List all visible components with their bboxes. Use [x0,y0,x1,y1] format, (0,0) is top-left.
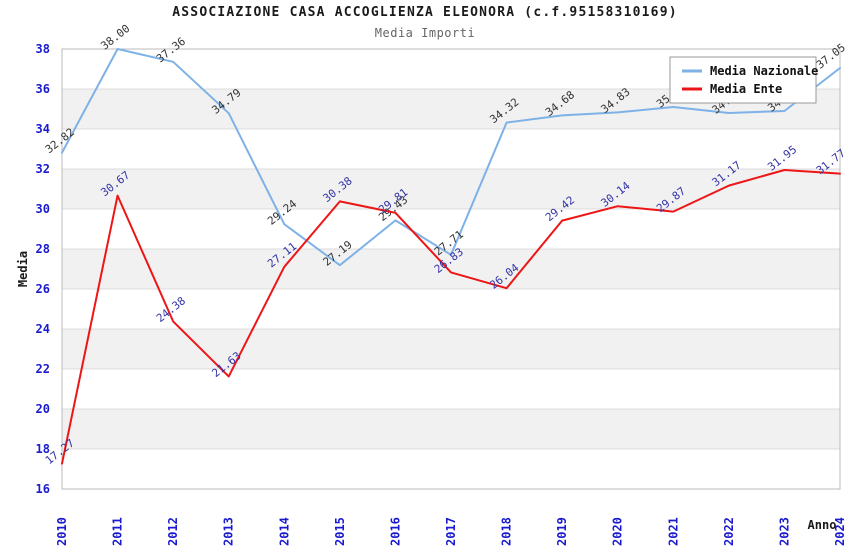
x-axis-title: Anno [808,518,837,532]
x-axis-tick: 2022 [722,517,736,546]
point-label: 37.05 [814,41,848,72]
y-axis-tick: 18 [36,442,50,456]
legend-label-media-ente: Media Ente [710,82,782,96]
x-axis-tick: 2014 [277,517,291,546]
x-axis-tick: 2011 [111,517,125,546]
y-axis-tick: 22 [36,362,50,376]
legend-box [669,56,817,104]
y-axis-tick: 26 [36,282,50,296]
y-axis-tick: 24 [36,322,50,336]
x-axis-tick: 2015 [333,517,347,546]
legend-label-media-nazionale: Media Nazionale [710,64,818,78]
x-axis-tick: 2012 [166,517,180,546]
y-axis-title: Media [16,251,30,287]
x-axis-tick: 2021 [666,517,680,546]
y-axis-tick: 36 [36,82,50,96]
plot-border [61,48,841,490]
x-axis-tick: 2016 [388,517,402,546]
y-axis-tick: 34 [36,122,50,136]
series-line-media-nazionale [61,48,841,267]
gridlines [62,88,840,450]
x-axis-tick: 2013 [222,517,236,546]
y-axis-tick: 20 [36,402,50,416]
x-axis-tick: 2018 [500,517,514,546]
x-axis-ticks: 2010 2011 2012 2013 2014 2015 2016 2017 2018 2019… [55,517,847,546]
y-axis-tick: 28 [36,242,50,256]
chart-subtitle: Media Importi [374,26,476,40]
y-axis-tick: 30 [36,202,50,216]
chart-title: ASSOCIAZIONE CASA ACCOGLIENZA ELEONORA (… [172,5,678,20]
x-axis-tick: 2010 [55,517,69,546]
grid-bands [62,89,840,449]
y-axis-tick: 32 [36,162,50,176]
x-axis-tick: 2019 [555,517,569,546]
x-axis-tick: 2023 [777,517,791,546]
y-axis-tick: 16 [36,482,50,496]
legend: Media Nazionale Media Ente [669,56,818,104]
series-line-media-ente [61,169,841,465]
x-axis-tick: 2024 [833,517,847,546]
y-axis-tick: 38 [36,42,50,56]
y-axis-ticks: 38 36 34 32 30 28 26 24 22 20 18 16 [36,42,50,496]
point-label: 38.00 [98,22,132,53]
point-label: 24.38 [154,294,188,325]
x-axis-tick: 2020 [611,517,625,546]
x-axis-tick: 2017 [444,517,458,546]
